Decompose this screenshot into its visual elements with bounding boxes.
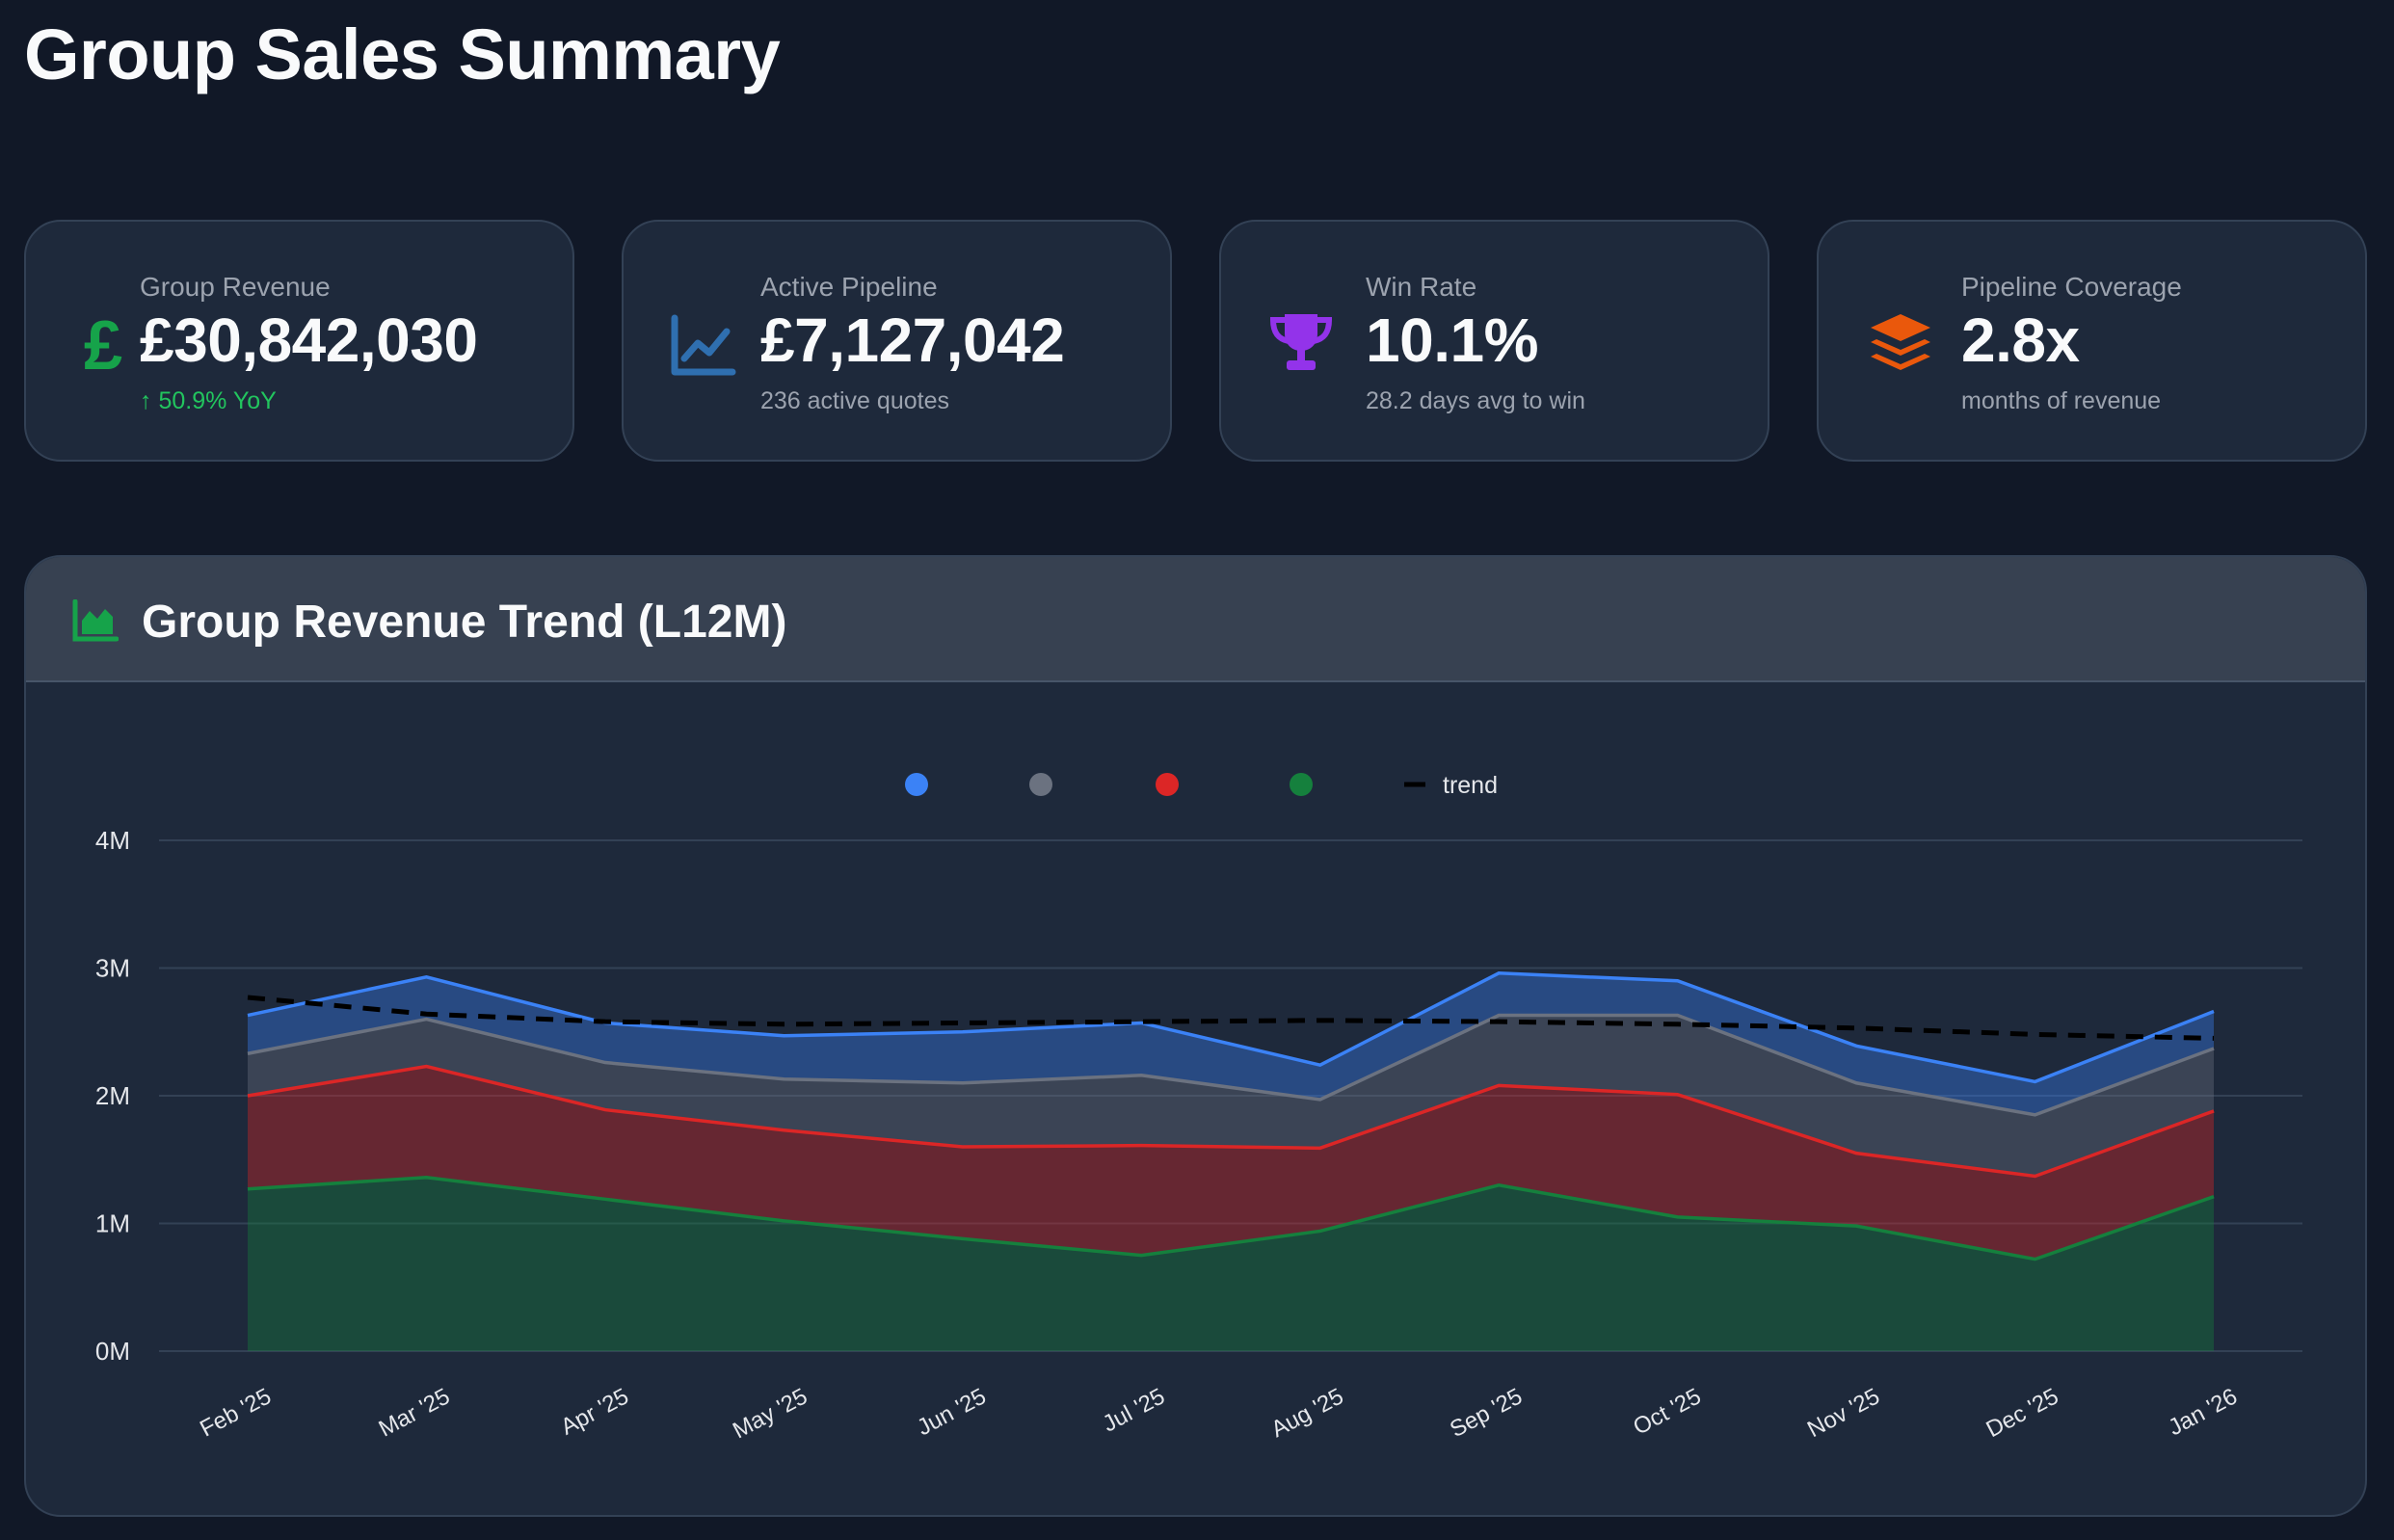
series-1-line bbox=[247, 1176, 2215, 1261]
y-tick-label: 2M bbox=[95, 1081, 130, 1110]
kpi-value: 10.1% bbox=[1366, 305, 1538, 375]
line-chart-icon bbox=[669, 314, 736, 382]
revenue-trend-panel: Group Revenue Trend (L12M) 0M 1M 2M 3M 4M Feb… bbox=[24, 555, 2367, 1517]
x-tick-label: Jun '25 bbox=[913, 1383, 990, 1441]
x-tick-label: Oct '25 bbox=[1629, 1383, 1705, 1440]
kpi-label: Win Rate bbox=[1366, 272, 1477, 302]
kpi-card-active-pipeline: Active Pipeline £7,127,042 236 active qu… bbox=[622, 220, 1172, 462]
kpi-value: £7,127,042 bbox=[760, 305, 1065, 375]
kpi-row: £ Group Revenue £30,842,030 ↑ 50.9% YoY … bbox=[24, 220, 2367, 462]
kpi-label: Pipeline Coverage bbox=[1961, 272, 2182, 302]
legend-swatch[interactable] bbox=[1156, 773, 1179, 796]
trophy-icon bbox=[1267, 308, 1335, 376]
series-3-line bbox=[247, 1013, 2215, 1117]
kpi-card-group-revenue: £ Group Revenue £30,842,030 ↑ 50.9% YoY bbox=[24, 220, 574, 462]
kpi-label: Active Pipeline bbox=[760, 272, 938, 302]
page-title: Group Sales Summary bbox=[24, 14, 781, 94]
legend-label-trend[interactable]: trend bbox=[1443, 772, 1498, 799]
layers-icon bbox=[1867, 310, 1934, 378]
x-tick-label: Nov '25 bbox=[1803, 1383, 1884, 1443]
legend-swatch[interactable] bbox=[1290, 773, 1313, 796]
kpi-card-win-rate: Win Rate 10.1% 28.2 days avg to win bbox=[1219, 220, 1769, 462]
y-tick-label: 1M bbox=[95, 1209, 130, 1238]
x-tick-label: May '25 bbox=[729, 1383, 811, 1444]
trend-line bbox=[247, 995, 2215, 1041]
kpi-label: Group Revenue bbox=[140, 272, 331, 302]
x-tick-label: Jul '25 bbox=[1099, 1383, 1169, 1437]
kpi-value: £30,842,030 bbox=[140, 305, 478, 375]
legend-swatch[interactable] bbox=[1029, 773, 1052, 796]
kpi-card-pipeline-coverage: Pipeline Coverage 2.8x months of revenue bbox=[1817, 220, 2367, 462]
x-tick-label: Feb '25 bbox=[196, 1383, 276, 1442]
y-tick-label: 0M bbox=[95, 1337, 130, 1366]
series-2-line bbox=[247, 1064, 2215, 1179]
x-tick-label: Mar '25 bbox=[375, 1383, 455, 1442]
kpi-sub: 236 active quotes bbox=[760, 387, 949, 414]
revenue-trend-chart: 0M 1M 2M 3M 4M Feb '25 Mar '25 Apr '25 May '25 Ju… bbox=[95, 772, 2302, 1444]
series-2-area bbox=[248, 1066, 2214, 1260]
svg-text:£: £ bbox=[84, 309, 122, 377]
y-tick-label: 4M bbox=[95, 826, 130, 855]
chart-header: Group Revenue Trend (L12M) bbox=[26, 557, 2365, 682]
chart-title: Group Revenue Trend (L12M) bbox=[142, 597, 787, 648]
kpi-value: 2.8x bbox=[1961, 305, 2080, 375]
x-tick-label: Jan '26 bbox=[2164, 1383, 2241, 1441]
series-3-area bbox=[248, 1015, 2214, 1177]
area-chart-icon bbox=[72, 599, 119, 642]
x-tick-label: Aug '25 bbox=[1267, 1383, 1348, 1443]
kpi-sub: 28.2 days avg to win bbox=[1366, 387, 1585, 414]
kpi-change: ↑ 50.9% YoY bbox=[140, 387, 277, 414]
x-tick-label: Dec '25 bbox=[1982, 1383, 2062, 1443]
y-tick-label: 3M bbox=[95, 954, 130, 983]
series-4-line bbox=[247, 971, 2215, 1084]
pound-icon: £ bbox=[69, 309, 137, 377]
x-tick-label: Sep '25 bbox=[1446, 1383, 1527, 1443]
kpi-sub: months of revenue bbox=[1961, 387, 2162, 414]
legend-swatch[interactable] bbox=[905, 773, 928, 796]
x-tick-label: Apr '25 bbox=[557, 1383, 633, 1440]
series-4-area bbox=[248, 972, 2214, 1115]
